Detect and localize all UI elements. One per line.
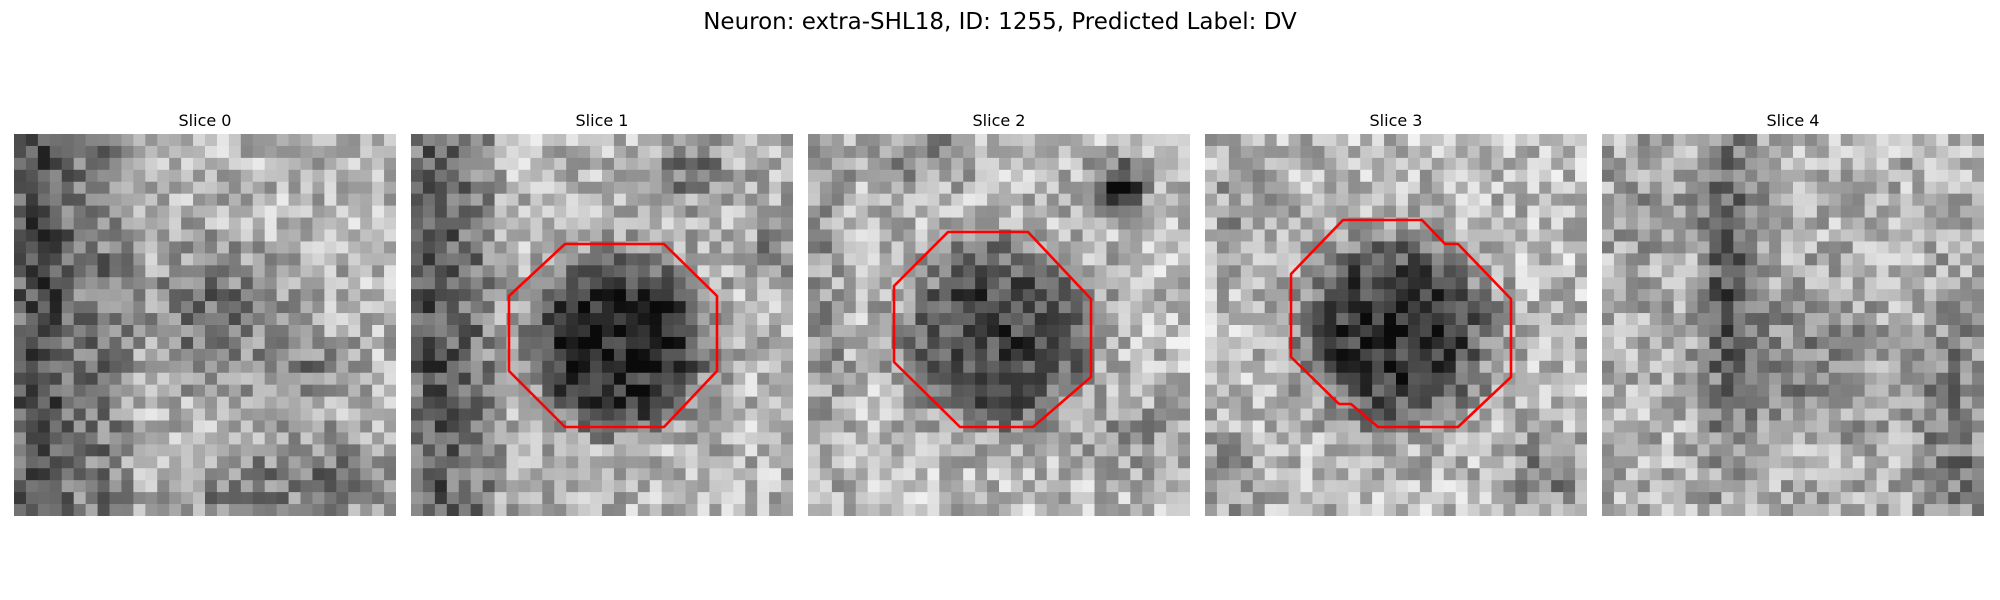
slice-image-1 — [411, 134, 793, 516]
slice-title-4: Slice 4 — [1766, 111, 1820, 130]
slice-title-0: Slice 0 — [178, 111, 232, 130]
slice-panel-2: Slice 2 — [808, 109, 1190, 516]
slice-title-1: Slice 1 — [575, 111, 629, 130]
slice-panel-4: Slice 4 — [1602, 109, 1984, 516]
roi-contour-2 — [892, 230, 1093, 429]
slice-image-4 — [1602, 134, 1984, 516]
slice-image-2 — [808, 134, 1190, 516]
slice-panel-3: Slice 3 — [1205, 109, 1587, 516]
slice-image-0 — [14, 134, 396, 516]
slice-panel-1: Slice 1 — [411, 109, 793, 516]
slice-panel-0: Slice 0 — [14, 109, 396, 516]
roi-contour-3 — [1289, 218, 1513, 429]
figure-title: Neuron: extra-SHL18, ID: 1255, Predicted… — [703, 9, 1297, 35]
slice-title-2: Slice 2 — [972, 111, 1026, 130]
slice-title-3: Slice 3 — [1369, 111, 1423, 130]
slice-image-3 — [1205, 134, 1587, 516]
roi-contour-1 — [507, 242, 719, 429]
